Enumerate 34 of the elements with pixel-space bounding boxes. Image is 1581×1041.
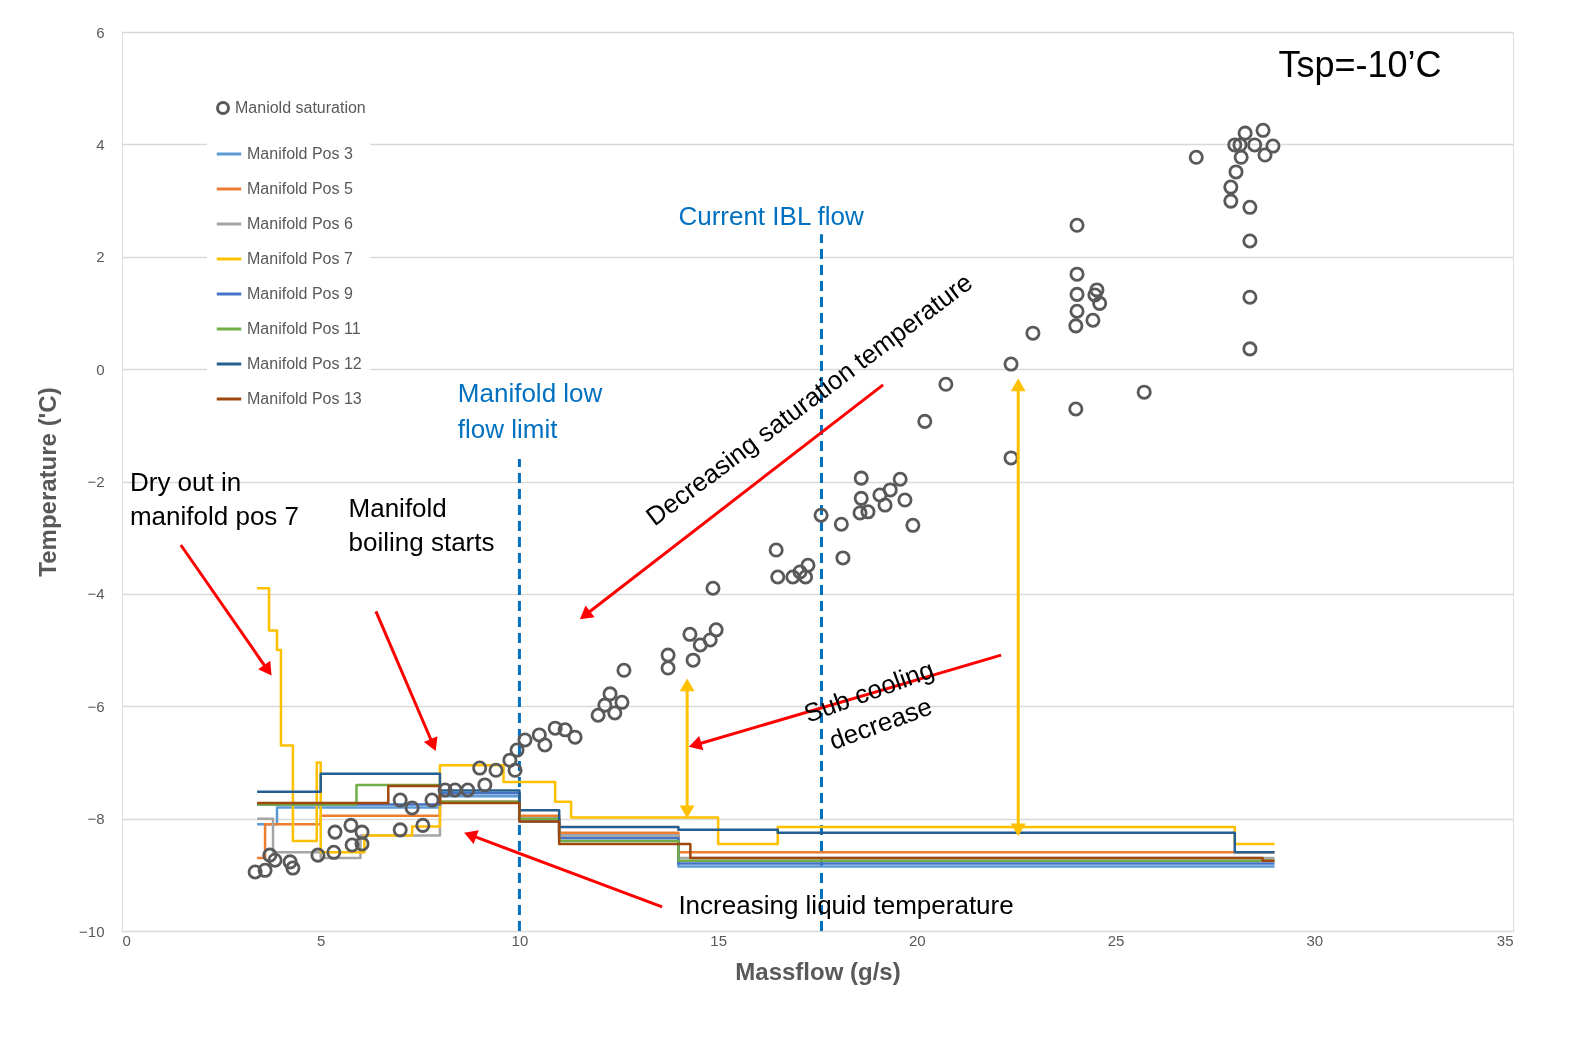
ref-line-label: Manifold low flow limit	[457, 378, 603, 445]
annotation: Manifold boiling starts	[348, 492, 495, 557]
legend-label: Manifold Pos 7	[247, 250, 353, 267]
x-tick-label: 20	[909, 931, 926, 949]
x-tick-label: 25	[1107, 931, 1125, 949]
x-axis-title: Massflow (g/s)	[735, 957, 901, 985]
y-tick-label: −8	[87, 810, 105, 828]
legend-label: Manifold Pos 6	[247, 215, 353, 232]
y-tick-label: 0	[96, 360, 105, 378]
ref-line-label: Current IBL flow	[678, 201, 865, 232]
y-tick-label: −2	[87, 473, 105, 490]
y-tick-label: −6	[87, 697, 105, 715]
annotation: Dry out in manifold pos 7	[129, 467, 300, 532]
x-tick-label: 10	[511, 931, 529, 949]
legend-label: Manifold Pos 13	[247, 390, 362, 407]
y-tick-label: −10	[79, 922, 105, 940]
annotation: Tsp=-10’C	[1278, 43, 1442, 85]
legend-label: Manifold Pos 5	[247, 180, 353, 197]
legend-label: Manifold Pos 11	[247, 320, 361, 337]
y-tick-label: −4	[87, 585, 105, 603]
annotation: Increasing liquid temperature	[678, 889, 1014, 920]
y-tick-label: 4	[96, 135, 105, 153]
y-tick-label: 6	[96, 23, 105, 41]
x-tick-label: 5	[317, 931, 326, 949]
legend-label: Maniold saturation	[235, 99, 366, 116]
legend-label: Manifold Pos 12	[247, 355, 362, 372]
x-tick-label: 15	[710, 931, 727, 949]
y-tick-label: 2	[96, 248, 105, 266]
y-axis-title: Temperature ('C)	[34, 387, 62, 577]
x-tick-label: 30	[1306, 931, 1324, 949]
x-tick-label: 35	[1496, 931, 1514, 949]
legend-label: Manifold Pos 3	[247, 145, 353, 162]
x-tick-label: 0	[122, 931, 131, 949]
legend-label: Manifold Pos 9	[247, 285, 353, 302]
